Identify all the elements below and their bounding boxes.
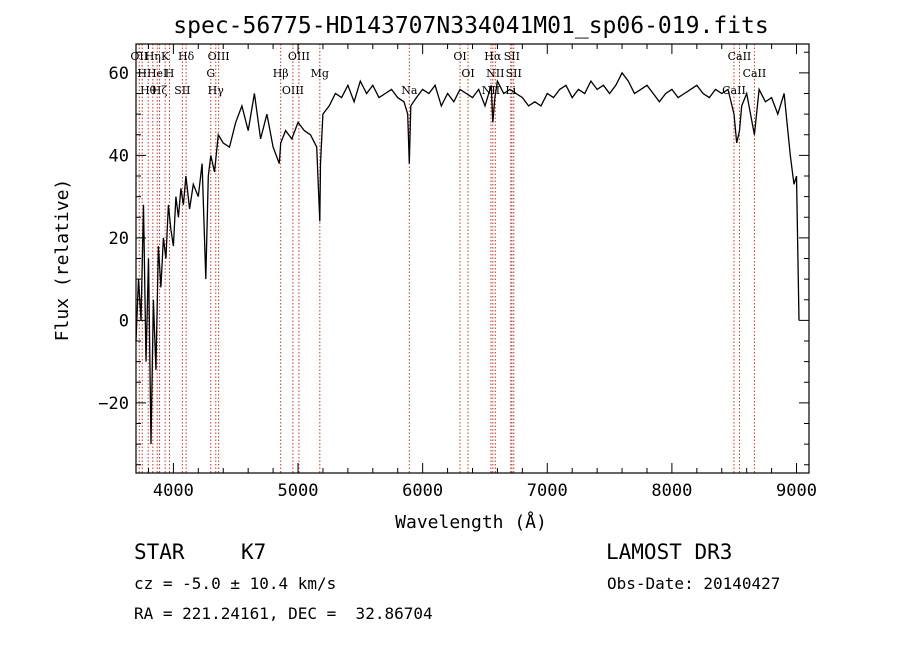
coordinates-text: RA = 221.24161, DEC = 32.86704 — [134, 604, 433, 623]
line-label-1: H — [137, 67, 147, 80]
line-label-7: H — [165, 67, 175, 80]
x-tick-label-3: 7000 — [527, 481, 568, 501]
line-label-19: OI — [461, 67, 474, 80]
line-label-28: CaII — [743, 67, 767, 80]
x-tick-label-1: 5000 — [278, 481, 319, 501]
y-axis: −20 0 20 40 60 — [98, 51, 809, 466]
line-label-15: OIII — [288, 50, 310, 63]
x-tick-label-0: 4000 — [153, 481, 194, 501]
line-label-22: NII — [486, 67, 504, 80]
line-label-3: Hη — [145, 50, 161, 63]
line-label-12: OIII — [208, 50, 230, 63]
object-class: STAR — [134, 540, 185, 564]
y-tick-label-2: 20 — [109, 229, 129, 249]
x-tick-label-2: 6000 — [402, 481, 443, 501]
line-label-21: Hα — [484, 50, 502, 63]
redshift-text: cz = -5.0 ± 10.4 km/s — [134, 574, 337, 593]
line-label-26: CaII — [722, 84, 746, 97]
y-tick-label-0: −20 — [98, 394, 129, 414]
y-tick-label-4: 60 — [109, 64, 129, 84]
y-tick-label-1: 0 — [119, 311, 129, 331]
line-label-9: Hδ — [178, 50, 195, 63]
line-label-14: OIII — [282, 84, 304, 97]
line-label-10: G — [206, 67, 215, 80]
survey-name: LAMOST DR3 — [606, 540, 733, 564]
line-label-18: OI — [453, 50, 466, 63]
line-label-24: SII — [504, 50, 520, 63]
emission-line-markers — [138, 44, 755, 473]
x-axis-label: Wavelength (Å) — [395, 511, 547, 533]
line-label-6: K — [161, 50, 170, 63]
line-label-11: Hγ — [208, 84, 225, 97]
x-tick-label-4: 8000 — [651, 481, 692, 501]
line-label-8: SII — [174, 84, 190, 97]
line-label-16: Mg — [311, 67, 329, 80]
line-label-4: HeI — [147, 67, 167, 80]
flux-series-line — [135, 71, 800, 445]
line-label-25: SII — [506, 67, 522, 80]
plot-frame — [135, 43, 810, 474]
line-label-0: OII — [130, 50, 148, 63]
object-subclass: K7 — [241, 540, 267, 564]
y-axis-label: Flux (relative) — [52, 179, 73, 342]
line-label-2: Hθ — [140, 84, 157, 97]
observation-date: Obs-Date: 20140427 — [607, 574, 781, 593]
line-label-27: CaII — [728, 50, 752, 63]
line-label-17: Na — [401, 84, 418, 97]
x-axis: 4000 5000 6000 7000 8000 9000 — [147, 44, 817, 501]
chart-title: spec-56775-HD143707N334041M01_sp06-019.f… — [173, 13, 768, 39]
line-label-13: Hβ — [273, 67, 289, 80]
line-label-5: Hζ — [152, 84, 168, 97]
y-tick-label-3: 40 — [109, 146, 129, 166]
x-tick-label-5: 9000 — [776, 481, 817, 501]
